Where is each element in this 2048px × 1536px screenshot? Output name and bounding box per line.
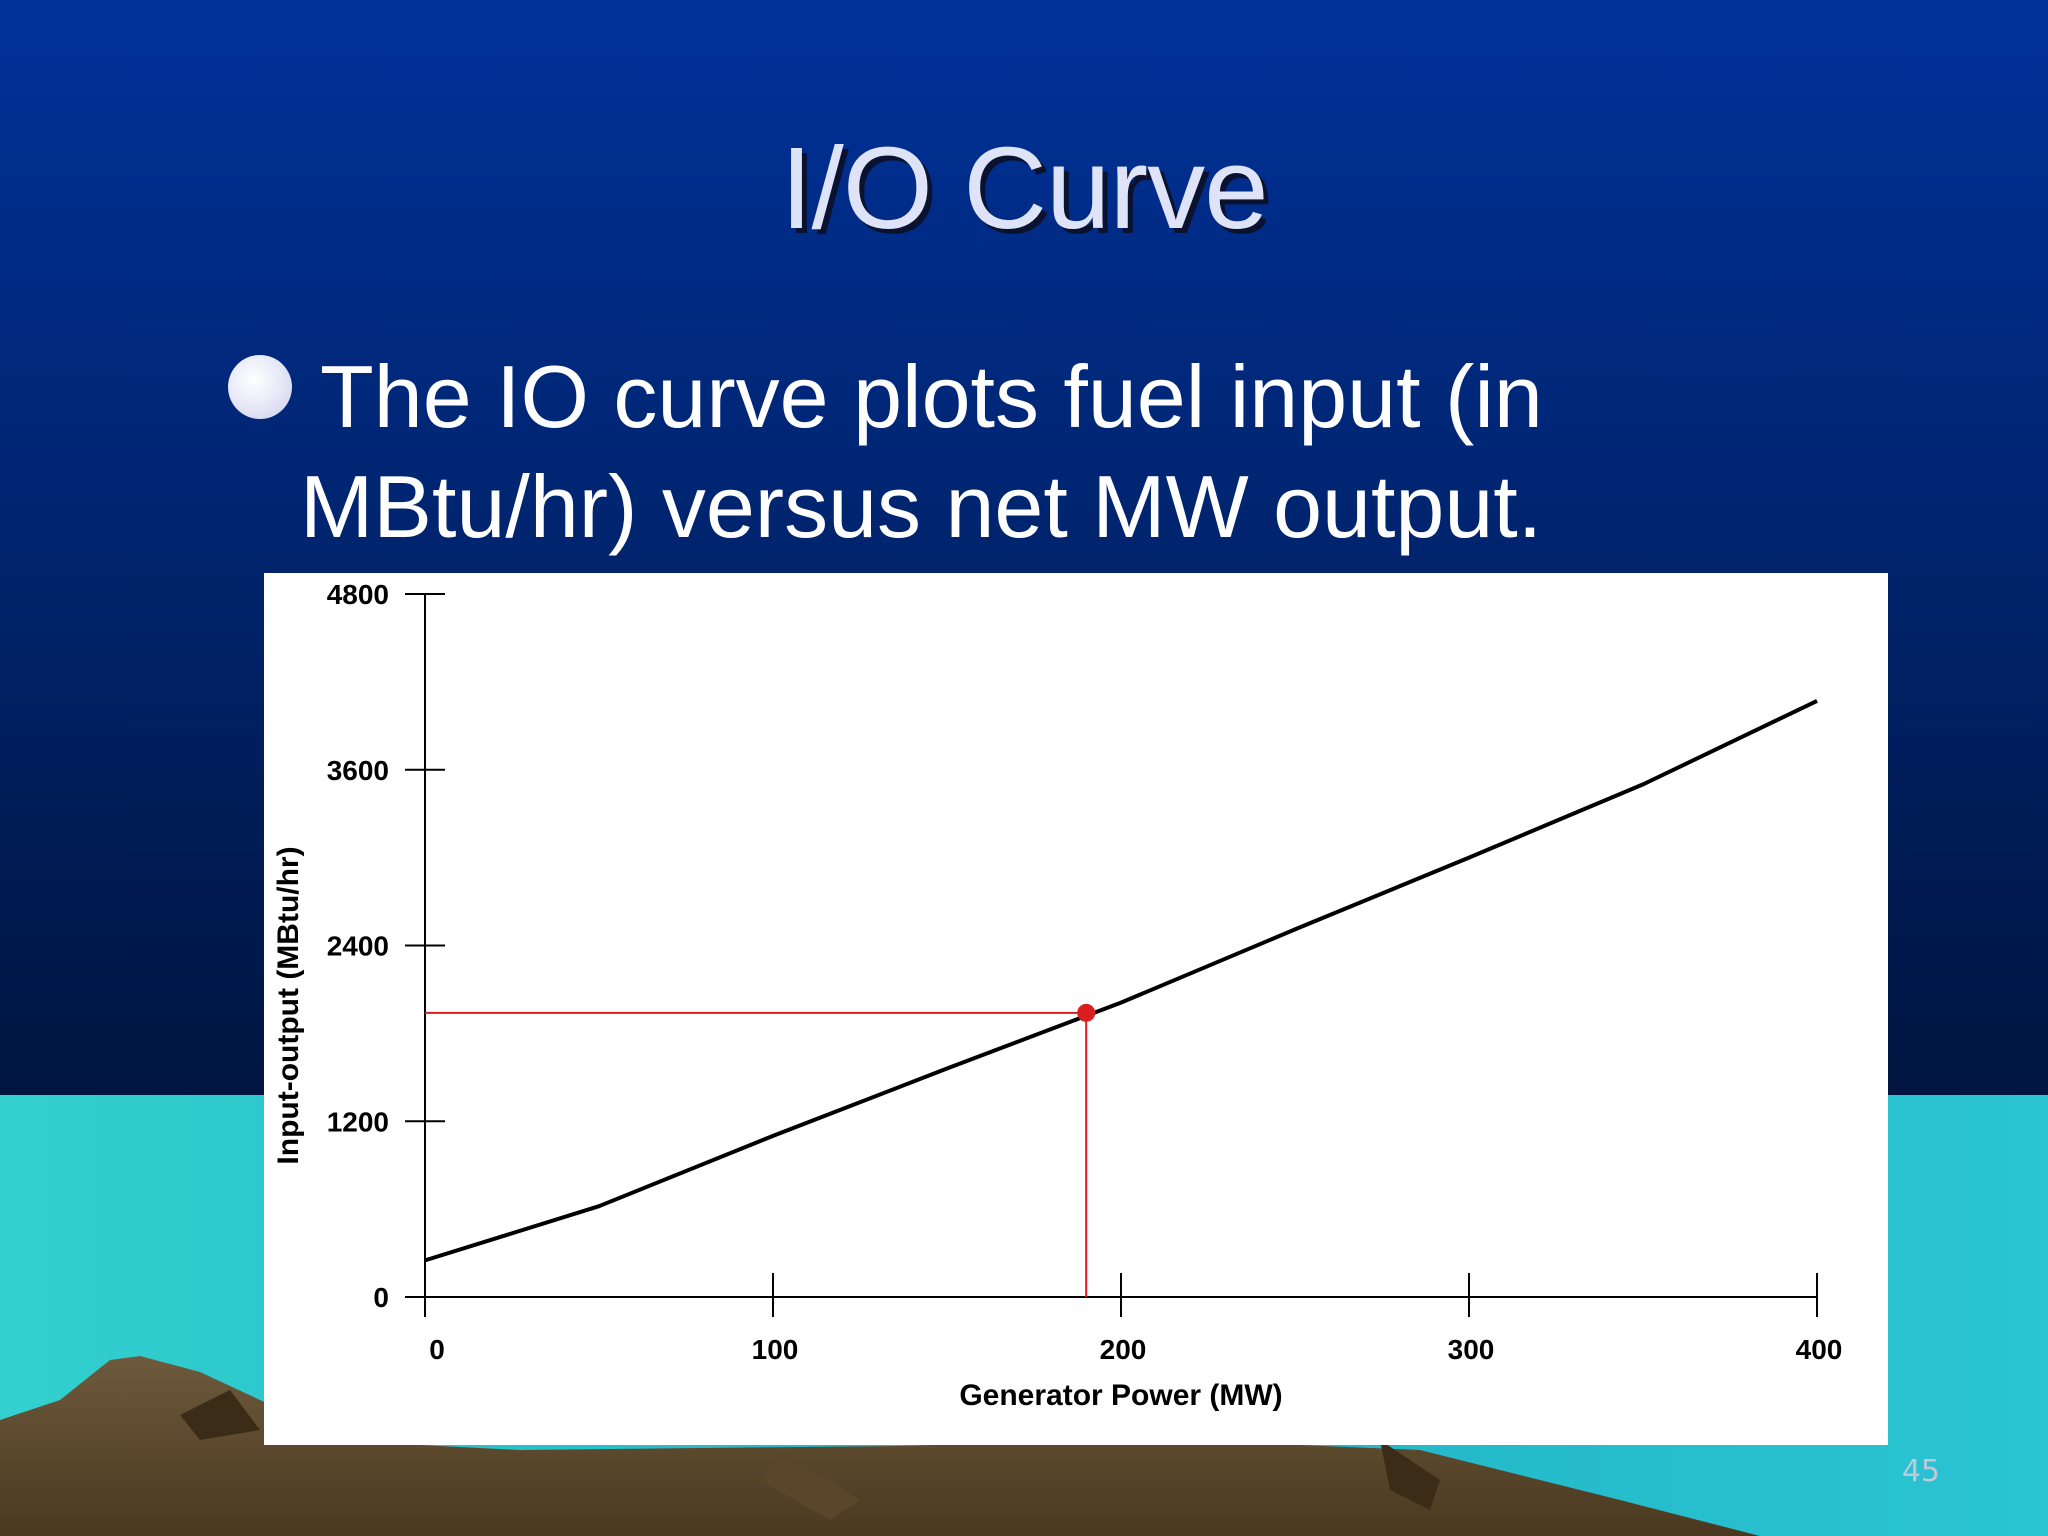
x-tick-label: 200 [1100, 1334, 1147, 1365]
y-axis-title: Input-output (MBtu/hr) [272, 846, 305, 1164]
y-tick-label: 0 [373, 1282, 389, 1313]
page-number: 45 [1901, 1454, 1940, 1489]
io-curve-chart: 0 1200 2400 3600 4800 0 100 200 300 400 Generator… [272, 579, 1843, 1412]
y-tick-label: 4800 [327, 579, 389, 610]
x-tick-label: 300 [1448, 1334, 1495, 1365]
y-tick-label: 1200 [327, 1106, 389, 1137]
slide-title: I/O Curve [780, 123, 1268, 253]
chart-ticks: 0 1200 2400 3600 4800 0 100 200 300 400 [327, 579, 1843, 1365]
bullet-icon [228, 355, 292, 419]
x-tick-label: 0 [429, 1334, 445, 1365]
chart-panel: 0 1200 2400 3600 4800 0 100 200 300 400 Generator… [264, 573, 1888, 1445]
x-tick-label: 100 [752, 1334, 799, 1365]
io-curve-line [424, 699, 1818, 1263]
y-tick-label: 2400 [327, 931, 389, 962]
x-tick-label: 400 [1796, 1334, 1843, 1365]
operating-point-marker [1077, 1003, 1096, 1022]
bullet-text: The IO curve plots fuel input (in MBtu/h… [300, 347, 1543, 556]
highlight-guides [425, 1011, 1088, 1297]
y-tick-label: 3600 [327, 755, 389, 786]
chart-series [424, 699, 1818, 1263]
x-axis-title: Generator Power (MW) [959, 1379, 1282, 1412]
